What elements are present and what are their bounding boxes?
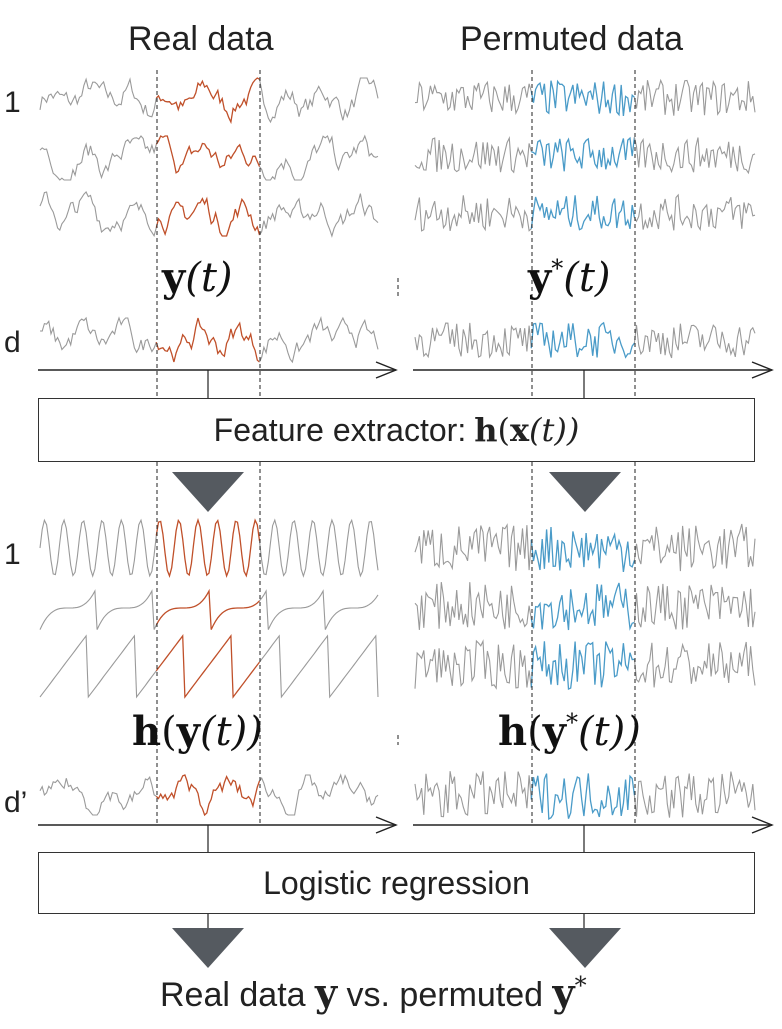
permuted-input-trace-2-window — [530, 195, 636, 231]
row-label-top-first: 1 — [4, 86, 21, 119]
permuted-feature-trace-0-window — [530, 526, 636, 572]
permuted-input-trace-2-right — [633, 193, 756, 232]
permuted-feature-trace-2-window — [530, 641, 635, 690]
axis-top-right-head — [751, 361, 774, 379]
permuted-input-trace-0-right — [633, 78, 756, 116]
real-input-trace-2-right — [259, 193, 379, 238]
real-input-trace-0-window — [155, 77, 260, 125]
logistic-regression-box: Logistic regression — [38, 852, 755, 914]
label-y-star-t: y*(t) — [528, 254, 611, 301]
real-input-trace-0-right — [258, 77, 379, 124]
arrow-down-right-1 — [549, 472, 621, 512]
permuted-feature-trace-0-left — [414, 523, 532, 571]
permuted-feature-trace-2-left — [414, 639, 532, 690]
real-feature-sine-left — [39, 518, 157, 578]
bottom-caption: Real data y vs. permuted y* — [160, 970, 587, 1015]
real-feature-spike-window — [155, 588, 260, 630]
real-feature-sine-right — [258, 518, 379, 578]
real-feature-last-right — [259, 773, 379, 816]
feature-extractor-math: h(x(t)) — [474, 411, 580, 449]
permuted-input-trace-0-window — [530, 79, 635, 117]
real-feature-spike-left — [39, 589, 157, 630]
feature-extractor-box: Feature extractor: h(x(t)) — [38, 398, 755, 462]
permuted-feature-trace-1-right — [633, 583, 756, 630]
arrow-down-left-2 — [172, 928, 244, 968]
row-label-bottom-first: 1 — [4, 538, 21, 571]
signal-traces — [39, 77, 756, 820]
feature-extractor-label: Feature extractor: — [213, 411, 467, 448]
label-y-t: y(t) — [162, 254, 233, 301]
label-h-y-star-t: h(y*(t)) — [498, 708, 641, 755]
permuted-data-heading: Permuted data — [460, 20, 684, 58]
permuted-input-trace-1-left — [414, 136, 532, 174]
logistic-regression-label: Logistic regression — [263, 864, 530, 901]
permuted-input-trace-3-window — [530, 321, 635, 359]
row-label-bottom-last: d’ — [4, 786, 28, 819]
real-input-trace-1-window — [155, 135, 261, 174]
time-axes — [38, 361, 774, 930]
permuted-feature-trace-3-window — [530, 773, 636, 820]
axis-bottom-left-head — [375, 816, 398, 834]
permuted-input-trace-1-window — [531, 136, 636, 172]
permuted-feature-trace-0-right — [633, 523, 756, 572]
arrow-down-right-2 — [549, 928, 621, 968]
real-input-trace-3-window — [155, 317, 260, 363]
window-guides — [156, 70, 636, 825]
real-feature-sine-window — [155, 517, 261, 578]
axis-top-left-head — [375, 361, 398, 379]
real-feature-saw-right — [259, 634, 379, 699]
real-input-trace-1-right — [259, 134, 379, 181]
permuted-input-trace-3-right — [633, 323, 756, 359]
real-feature-last-left — [39, 776, 157, 816]
permuted-feature-trace-3-left — [414, 771, 532, 818]
real-feature-saw-window — [155, 633, 261, 699]
permuted-input-trace-0-left — [414, 80, 532, 116]
label-h-y-t: h(y(t)) — [132, 708, 263, 755]
permuted-feature-trace-3-right — [633, 771, 756, 818]
real-input-trace-0-left — [39, 77, 157, 118]
permuted-feature-trace-1-left — [414, 582, 532, 630]
permuted-feature-trace-2-right — [633, 641, 756, 688]
real-input-trace-2-window — [155, 196, 261, 237]
row-label-top-last: d — [4, 326, 21, 359]
real-data-heading: Real data — [128, 20, 274, 58]
real-feature-spike-right — [259, 589, 379, 630]
flow-arrows — [172, 472, 621, 968]
real-input-trace-1-left — [39, 135, 157, 181]
axis-bottom-right-head — [751, 816, 774, 834]
permuted-input-trace-3-left — [414, 322, 532, 359]
real-input-trace-3-left — [39, 316, 157, 354]
permuted-input-trace-2-left — [414, 195, 532, 232]
permuted-feature-trace-1-window — [530, 582, 635, 631]
real-feature-last-window — [155, 774, 261, 817]
real-input-trace-2-left — [39, 191, 157, 238]
real-feature-saw-left — [39, 634, 157, 699]
arrow-down-left-1 — [172, 472, 244, 512]
permuted-input-trace-1-right — [633, 137, 756, 175]
real-input-trace-3-right — [259, 315, 379, 364]
